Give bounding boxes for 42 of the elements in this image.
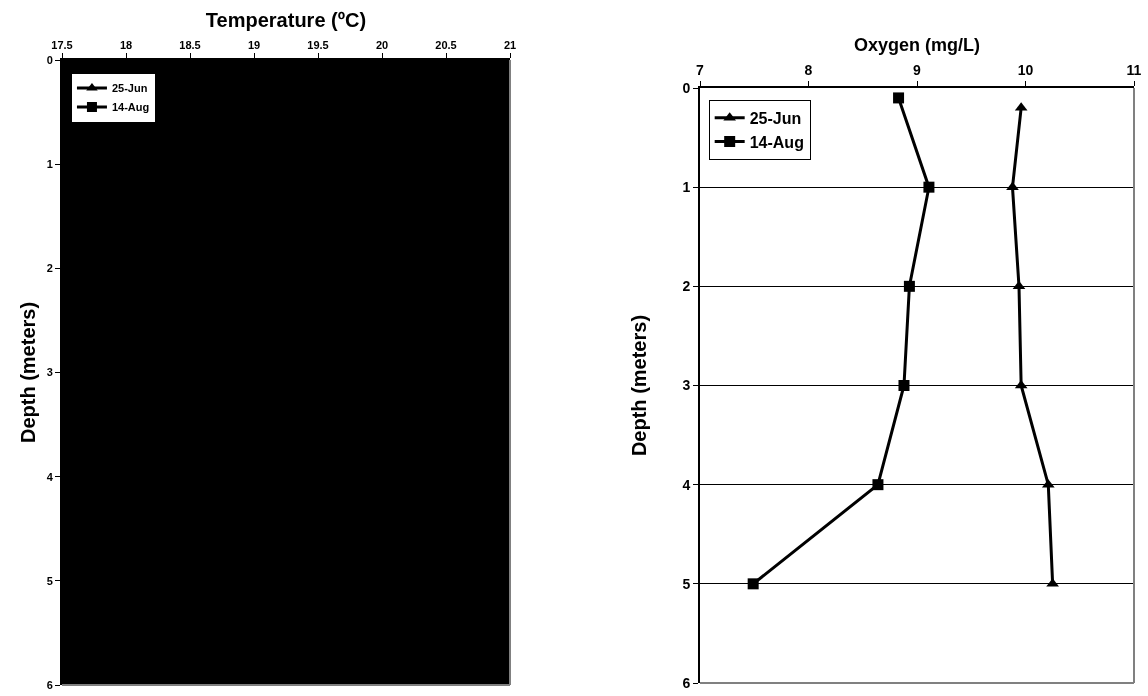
legend-label: 14-Aug	[749, 133, 804, 151]
x-tick-label: 17.5	[51, 38, 73, 51]
y-tick-label: 6	[46, 678, 53, 691]
x-tick-label: 18	[119, 38, 133, 51]
point	[747, 578, 759, 590]
point	[923, 181, 935, 193]
x-tick-label: 20	[375, 38, 389, 51]
y-tick-label: 2	[682, 278, 691, 295]
legend-label: 25-Jun	[749, 110, 802, 128]
x-tick-label: 7	[696, 62, 705, 79]
x-axis-title: Temperature (ºC)	[205, 8, 367, 31]
y-tick-label: 2	[46, 262, 53, 275]
legend-label: 25-Jun	[111, 82, 148, 95]
y-tick-label: 1	[682, 179, 691, 196]
y-tick-label: 1	[46, 158, 53, 171]
point	[898, 380, 910, 391]
x-axis-title: Oxygen (mg/L)	[853, 35, 981, 56]
y-tick-label: 4	[682, 476, 691, 493]
x-tick-label: 8	[804, 62, 813, 79]
y-tick-label: 3	[46, 366, 53, 379]
x-tick-label: 18.5	[179, 38, 201, 51]
point	[893, 92, 905, 104]
y-tick-label: 6	[682, 674, 691, 691]
legend-label: 14-Aug	[111, 101, 150, 114]
x-tick-label: 21	[503, 38, 517, 51]
point	[872, 479, 884, 491]
x-tick-label: 19	[247, 38, 261, 51]
x-tick-label: 19.5	[307, 38, 329, 51]
y-tick-label: 0	[46, 53, 53, 66]
y-tick-label: 5	[682, 575, 691, 592]
x-tick-label: 20.5	[435, 38, 457, 51]
point	[903, 280, 915, 292]
x-tick-label: 9	[913, 62, 922, 79]
y-axis-title: Depth (meters)	[628, 314, 651, 457]
y-tick-label: 4	[46, 470, 54, 483]
y-tick-label: 3	[682, 377, 691, 394]
point	[1012, 280, 1026, 290]
y-tick-label: 0	[682, 79, 691, 96]
y-axis-title: Depth (meters)	[16, 301, 39, 444]
y-tick-label: 5	[46, 574, 53, 587]
x-tick-label: 11	[1126, 62, 1142, 79]
x-tick-label: 10	[1017, 62, 1034, 79]
